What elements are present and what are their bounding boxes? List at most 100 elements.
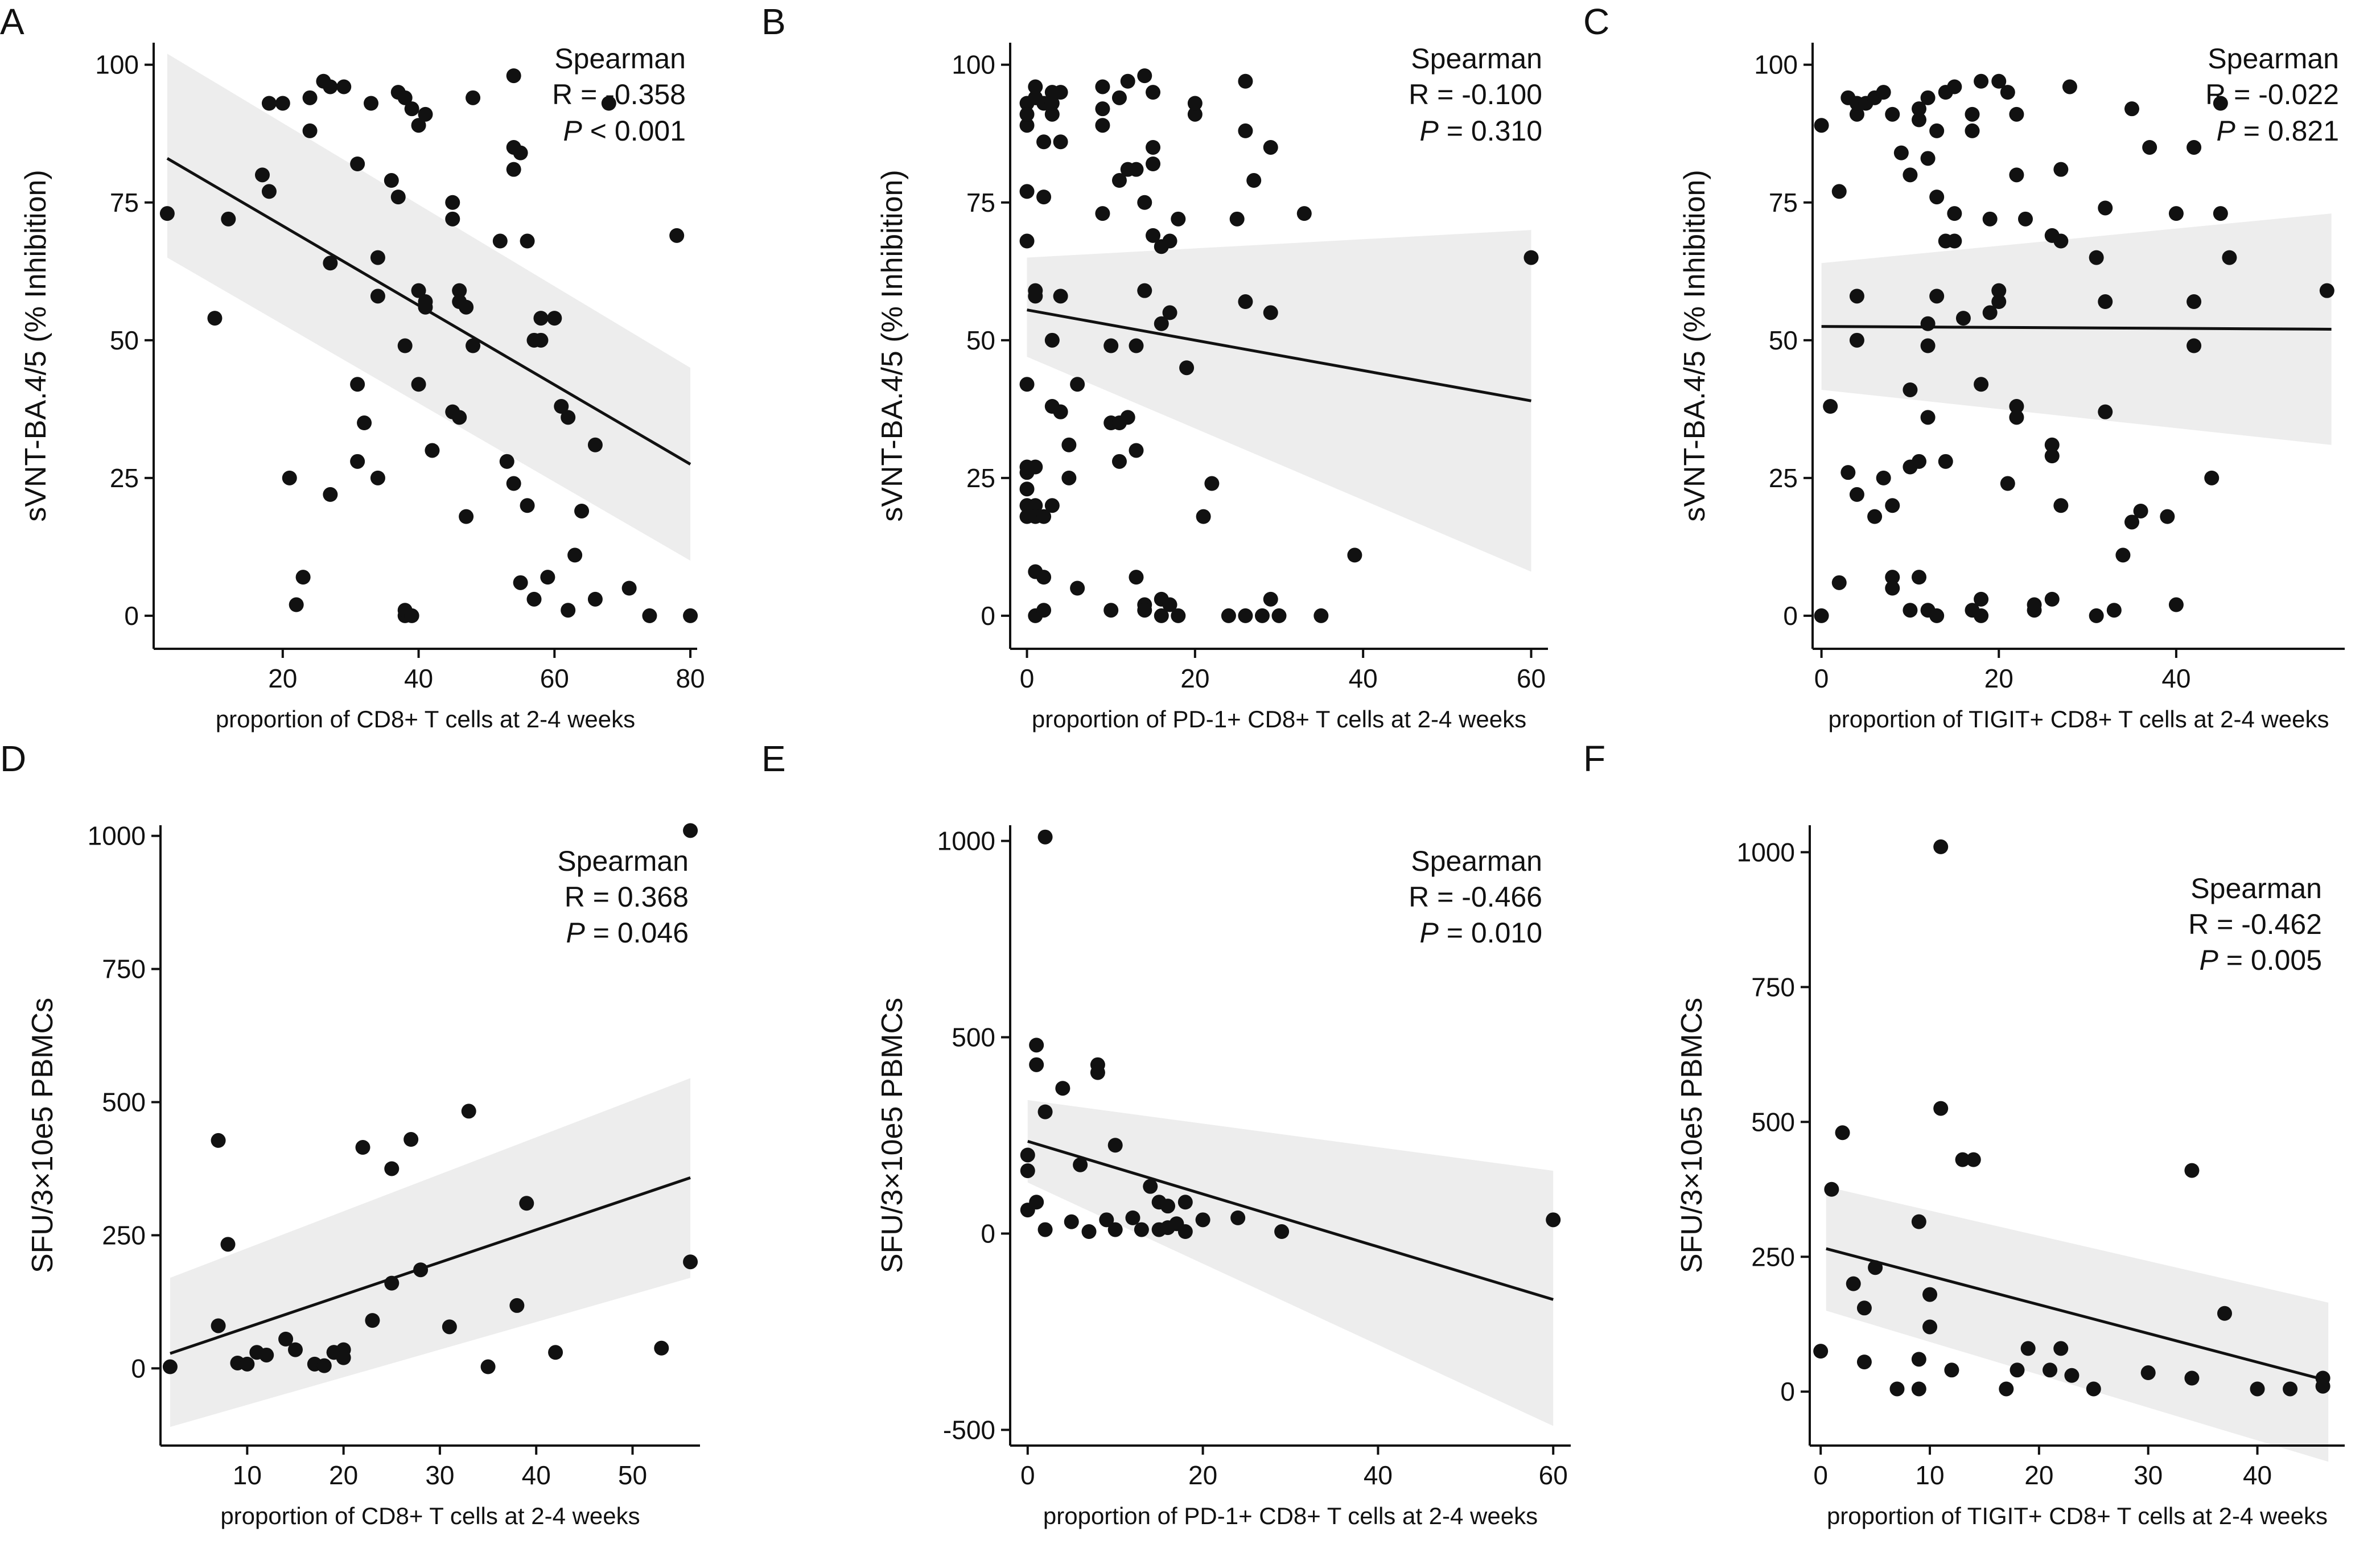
data-point bbox=[520, 233, 535, 249]
x-tick-label: 10 bbox=[1915, 1460, 1944, 1490]
data-point bbox=[1885, 498, 1900, 513]
data-point bbox=[1037, 1104, 1053, 1119]
data-point bbox=[1263, 305, 1278, 320]
data-point bbox=[350, 454, 365, 469]
data-point bbox=[1134, 1222, 1149, 1237]
data-point bbox=[1137, 283, 1152, 298]
data-point bbox=[2124, 101, 2139, 117]
data-point bbox=[1137, 195, 1152, 210]
data-point bbox=[2044, 591, 2060, 607]
data-point bbox=[1029, 1038, 1044, 1053]
data-point bbox=[1146, 85, 1161, 100]
data-point bbox=[1111, 90, 1127, 105]
data-point bbox=[1099, 1212, 1114, 1228]
x-axis-label: proportion of TIGIT+ CD8+ T cells at 2-4… bbox=[1827, 1502, 2328, 1529]
data-point bbox=[1831, 575, 1847, 590]
data-point bbox=[2053, 1341, 2069, 1356]
data-point bbox=[1347, 547, 1362, 563]
data-point bbox=[1020, 1163, 1035, 1179]
data-point bbox=[1120, 410, 1135, 425]
data-point bbox=[418, 299, 433, 315]
data-point bbox=[2315, 1378, 2330, 1394]
data-point bbox=[323, 79, 338, 94]
data-point bbox=[2086, 1381, 2101, 1397]
data-point bbox=[2204, 470, 2220, 485]
data-point bbox=[2283, 1381, 2298, 1397]
data-point bbox=[1154, 608, 1169, 623]
data-point bbox=[1885, 581, 1900, 596]
data-point bbox=[1813, 1344, 1829, 1359]
stats-p-value: = 0.310 bbox=[1439, 115, 1542, 147]
x-tick-label: 20 bbox=[268, 664, 297, 693]
data-point bbox=[1143, 1179, 1158, 1194]
y-axis-label: SFU/3×10e5 PBMCs bbox=[876, 998, 909, 1273]
stats-r: R = -0.100 bbox=[1409, 79, 1542, 110]
y-tick-label: 25 bbox=[110, 463, 139, 493]
data-point bbox=[1929, 608, 1945, 623]
x-tick-label: 80 bbox=[676, 664, 705, 693]
data-point bbox=[2044, 437, 2060, 452]
regression-line bbox=[1027, 308, 1531, 402]
stats-r: R = -0.462 bbox=[2188, 908, 2322, 940]
data-point bbox=[390, 190, 406, 205]
data-point bbox=[1036, 134, 1052, 150]
data-point bbox=[513, 575, 528, 590]
data-point bbox=[1177, 1224, 1193, 1240]
data-point bbox=[1229, 211, 1245, 227]
data-point bbox=[1187, 106, 1203, 122]
y-tick-label: 1000 bbox=[88, 821, 146, 851]
x-axis-label: proportion of PD-1+ CD8+ T cells at 2-4 … bbox=[1043, 1502, 1538, 1529]
y-tick-label: 50 bbox=[1769, 326, 1798, 355]
data-point bbox=[683, 823, 698, 838]
data-point bbox=[1037, 829, 1053, 845]
data-point bbox=[1846, 1276, 1861, 1291]
data-point bbox=[1823, 399, 1838, 414]
data-point bbox=[654, 1340, 669, 1356]
data-point bbox=[1246, 173, 1262, 188]
stats-p-symbol: P bbox=[1420, 917, 1439, 949]
data-point bbox=[1238, 123, 1253, 138]
x-tick-label: 40 bbox=[2161, 664, 2190, 693]
data-point bbox=[1111, 454, 1127, 469]
x-tick-label: 30 bbox=[2134, 1460, 2163, 1490]
data-point bbox=[2187, 338, 2202, 353]
data-point bbox=[1146, 228, 1161, 243]
data-point bbox=[683, 608, 698, 623]
data-point bbox=[587, 437, 603, 452]
data-point bbox=[1020, 1147, 1035, 1163]
data-point bbox=[323, 487, 338, 502]
data-point bbox=[159, 206, 175, 221]
y-tick-label: 1000 bbox=[937, 826, 995, 856]
data-point bbox=[425, 443, 440, 458]
data-point bbox=[1204, 476, 1220, 491]
data-point bbox=[1090, 1065, 1105, 1080]
data-point bbox=[1036, 603, 1052, 618]
x-tick-label: 40 bbox=[1364, 1460, 1393, 1490]
y-axis-label: SFU/3×10e5 PBMCs bbox=[1675, 998, 1708, 1273]
data-point bbox=[1889, 1381, 1905, 1397]
data-point bbox=[445, 211, 460, 227]
data-point bbox=[442, 1319, 457, 1335]
data-point bbox=[2319, 283, 2334, 298]
data-point bbox=[1929, 190, 1945, 205]
x-tick-label: 50 bbox=[618, 1460, 647, 1490]
data-point bbox=[1929, 123, 1945, 138]
data-point bbox=[1061, 470, 1077, 485]
y-tick-label: -500 bbox=[943, 1415, 995, 1444]
data-point bbox=[1965, 123, 1980, 138]
data-point bbox=[1546, 1212, 1561, 1228]
data-point bbox=[404, 101, 419, 117]
data-point bbox=[2106, 603, 2122, 618]
x-axis-label: proportion of PD-1+ CD8+ T cells at 2-4 … bbox=[1032, 706, 1526, 732]
data-point bbox=[519, 1196, 534, 1211]
data-point bbox=[1073, 1157, 1088, 1172]
data-point bbox=[2009, 167, 2024, 183]
regression-line bbox=[1826, 1247, 2329, 1382]
data-point bbox=[413, 1262, 429, 1278]
x-tick-label: 0 bbox=[1813, 1460, 1828, 1490]
data-point bbox=[1036, 570, 1052, 585]
data-point bbox=[1840, 465, 1856, 480]
data-point bbox=[261, 96, 277, 111]
data-point bbox=[2098, 200, 2113, 216]
y-tick-label: 0 bbox=[981, 1218, 995, 1248]
